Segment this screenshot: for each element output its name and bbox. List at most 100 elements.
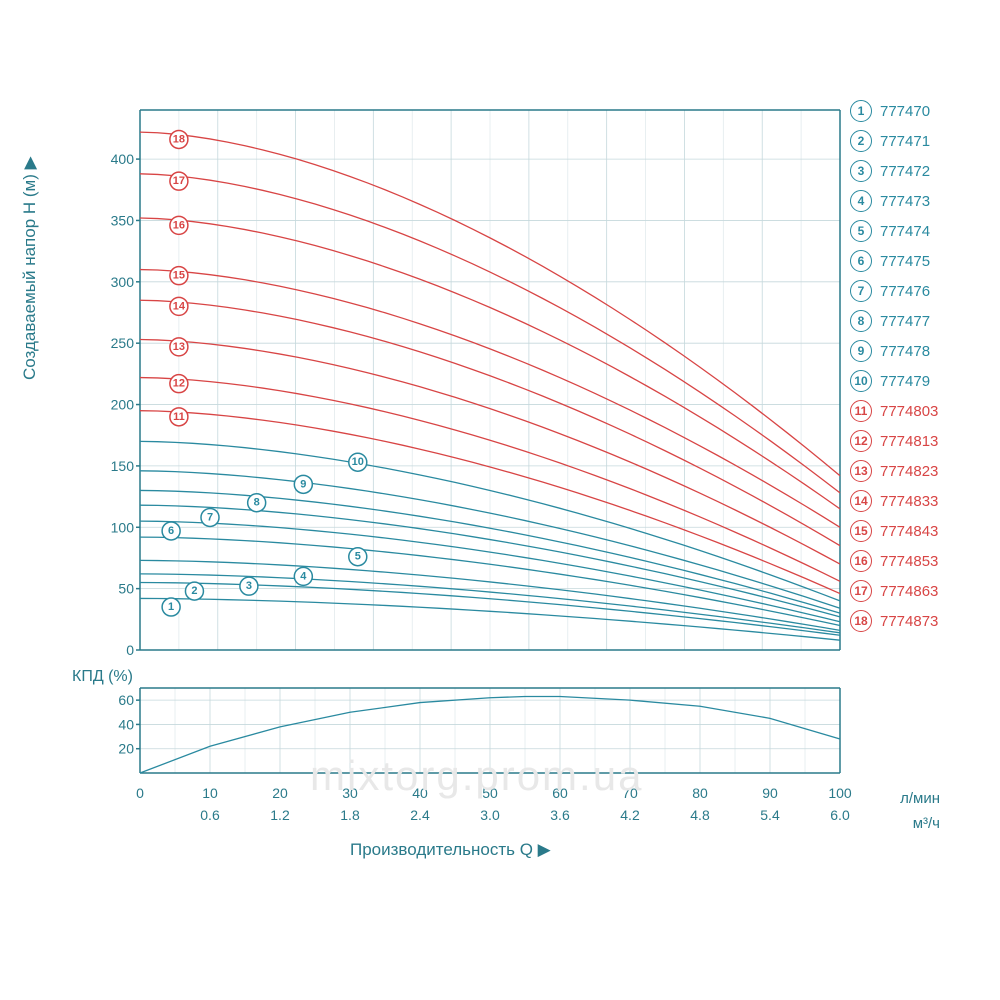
legend-badge: 15 [850, 520, 872, 542]
legend-badge: 8 [850, 310, 872, 332]
svg-text:6.0: 6.0 [830, 807, 850, 823]
svg-text:14: 14 [173, 300, 186, 312]
legend-item-9: 9 777478 [850, 340, 970, 362]
svg-text:12: 12 [173, 378, 185, 390]
head-chart: 0501001502002503003504001234567891011121… [100, 100, 880, 660]
svg-text:50: 50 [482, 785, 498, 801]
svg-text:2.4: 2.4 [410, 807, 430, 823]
legend-badge: 9 [850, 340, 872, 362]
legend-code: 777472 [880, 163, 930, 180]
legend-code: 777477 [880, 313, 930, 330]
legend-badge: 10 [850, 370, 872, 392]
legend-item-12: 12 7774813 [850, 430, 970, 452]
svg-text:10: 10 [202, 785, 218, 801]
svg-text:80: 80 [692, 785, 708, 801]
svg-text:0: 0 [136, 785, 144, 801]
svg-text:2: 2 [191, 585, 197, 597]
svg-text:60: 60 [552, 785, 568, 801]
legend-item-1: 1 777470 [850, 100, 970, 122]
legend-badge: 11 [850, 400, 872, 422]
svg-text:1.2: 1.2 [270, 807, 290, 823]
legend-code: 777476 [880, 283, 930, 300]
legend-item-10: 10 777479 [850, 370, 970, 392]
svg-text:18: 18 [173, 133, 185, 145]
svg-text:200: 200 [111, 397, 135, 413]
legend-code: 777473 [880, 193, 930, 210]
svg-text:250: 250 [111, 335, 135, 351]
svg-text:70: 70 [622, 785, 638, 801]
legend-item-16: 167774853 [850, 550, 970, 572]
svg-text:9: 9 [300, 478, 306, 490]
svg-text:16: 16 [173, 219, 185, 231]
legend-badge: 1 [850, 100, 872, 122]
svg-text:20: 20 [272, 785, 288, 801]
legend-code: 7774803 [880, 403, 938, 420]
legend-item-11: 11 7774803 [850, 400, 970, 422]
svg-text:4.8: 4.8 [690, 807, 710, 823]
legend-code: 7774863 [880, 583, 938, 600]
svg-text:350: 350 [111, 212, 135, 228]
svg-text:100: 100 [828, 785, 852, 801]
legend-badge: 18 [850, 610, 872, 632]
svg-text:0.6: 0.6 [200, 807, 220, 823]
legend-item-5: 5 777474 [850, 220, 970, 242]
svg-text:3.0: 3.0 [480, 807, 500, 823]
legend-code: 7774813 [880, 433, 938, 450]
svg-text:1: 1 [168, 601, 174, 613]
svg-text:40: 40 [118, 716, 134, 732]
svg-text:7: 7 [207, 511, 213, 523]
legend-code: 777474 [880, 223, 930, 240]
svg-text:1.8: 1.8 [340, 807, 360, 823]
legend-badge: 5 [850, 220, 872, 242]
svg-text:17: 17 [173, 175, 185, 187]
legend-code: 7774833 [880, 493, 938, 510]
legend-item-18: 18 7774873 [850, 610, 970, 632]
legend-code: 777478 [880, 343, 930, 360]
legend-item-14: 147774833 [850, 490, 970, 512]
legend-item-2: 2777471 [850, 130, 970, 152]
svg-text:4: 4 [300, 570, 307, 582]
legend-badge: 7 [850, 280, 872, 302]
svg-text:400: 400 [111, 151, 135, 167]
svg-text:13: 13 [173, 341, 185, 353]
legend-code: 777475 [880, 253, 930, 270]
svg-text:20: 20 [118, 741, 134, 757]
svg-text:11: 11 [173, 411, 185, 423]
legend-code: 7774823 [880, 463, 938, 480]
legend-code: 7774853 [880, 553, 938, 570]
svg-text:3.6: 3.6 [550, 807, 570, 823]
legend-item-13: 13 7774823 [850, 460, 970, 482]
legend-badge: 13 [850, 460, 872, 482]
svg-text:40: 40 [412, 785, 428, 801]
legend-code: 7774843 [880, 523, 938, 540]
legend-item-6: 6 777475 [850, 250, 970, 272]
legend-badge: 3 [850, 160, 872, 182]
legend: 1 777470 2777471 3 777472 4 777473 5 777474 6 7774… [850, 100, 970, 640]
svg-text:3: 3 [246, 580, 252, 592]
legend-badge: 12 [850, 430, 872, 452]
legend-badge: 4 [850, 190, 872, 212]
legend-item-8: 8 777477 [850, 310, 970, 332]
svg-text:5: 5 [355, 551, 361, 563]
svg-text:50: 50 [118, 581, 134, 597]
legend-code: 777470 [880, 103, 930, 120]
svg-text:15: 15 [173, 270, 185, 282]
svg-text:0: 0 [126, 642, 134, 658]
svg-text:150: 150 [111, 458, 135, 474]
efficiency-chart: 20 40 60 [100, 680, 880, 780]
svg-text:6: 6 [168, 525, 174, 537]
legend-code: 777479 [880, 373, 930, 390]
svg-text:8: 8 [254, 497, 260, 509]
svg-text:90: 90 [762, 785, 778, 801]
legend-code: 7774873 [880, 613, 938, 630]
legend-badge: 2 [850, 130, 872, 152]
legend-item-3: 3 777472 [850, 160, 970, 182]
legend-badge: 6 [850, 250, 872, 272]
legend-badge: 17 [850, 580, 872, 602]
svg-text:5.4: 5.4 [760, 807, 780, 823]
svg-text:60: 60 [118, 692, 134, 708]
chart-container: Создаваемый напор H (м) ▶ КПД (%) Произв… [30, 100, 970, 900]
legend-item-4: 4 777473 [850, 190, 970, 212]
svg-text:4.2: 4.2 [620, 807, 640, 823]
svg-text:100: 100 [111, 519, 135, 535]
